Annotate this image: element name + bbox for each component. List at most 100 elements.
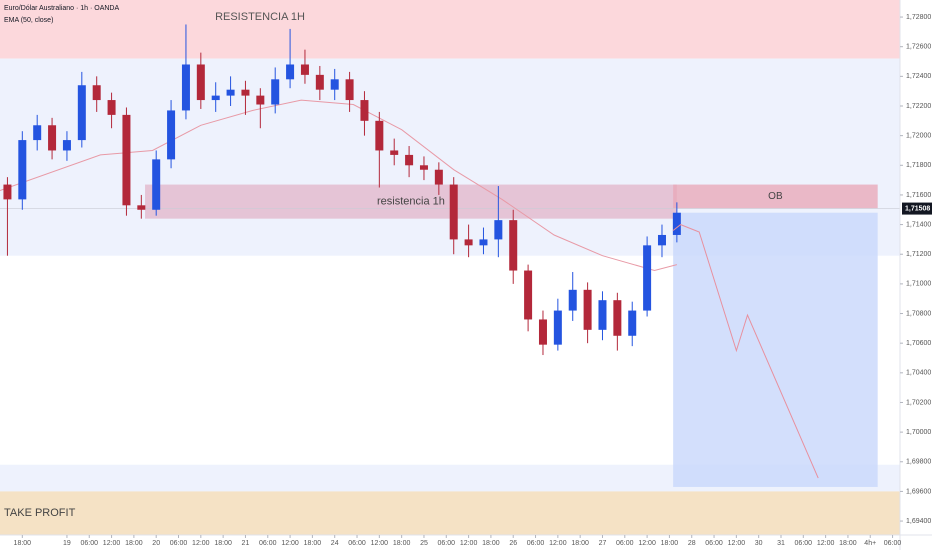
candle-body xyxy=(137,205,146,210)
x-tick-label: 06:00 xyxy=(616,540,634,547)
x-tick-label: 18:00 xyxy=(661,540,679,547)
zone xyxy=(0,0,900,59)
y-tick-label: 1,72600 xyxy=(906,44,931,51)
x-tick-label: 24 xyxy=(331,540,339,547)
x-tick-label: 26 xyxy=(509,540,517,547)
zone-label: RESISTENCIA 1H xyxy=(215,11,305,23)
zone xyxy=(673,212,878,487)
x-tick-label: 12:00 xyxy=(817,540,835,547)
x-tick-label: 18:00 xyxy=(304,540,322,547)
y-tick-label: 1,72200 xyxy=(906,103,931,110)
candle-body xyxy=(449,184,458,240)
y-tick-label: 1,70600 xyxy=(906,340,931,347)
candle-body xyxy=(390,150,399,155)
candle-body xyxy=(657,234,666,246)
x-tick-label: 25 xyxy=(420,540,428,547)
candle-body xyxy=(628,310,637,336)
x-tick-label: 06:00 xyxy=(259,540,277,547)
candle-body xyxy=(568,289,577,311)
candle-body xyxy=(152,159,161,210)
candle-body xyxy=(434,169,443,185)
x-tick-label: 06:00 xyxy=(795,540,813,547)
candle-body xyxy=(181,64,190,111)
x-tick-label: 18:00 xyxy=(214,540,232,547)
candle-body xyxy=(464,239,473,246)
x-tick-label: 06:00 xyxy=(348,540,366,547)
chart-title: Euro/Dólar Australiano · 1h · OANDA xyxy=(4,5,119,12)
x-tick-label: 06:00 xyxy=(438,540,456,547)
candle-body xyxy=(494,220,503,240)
zone-label: TAKE PROFIT xyxy=(4,507,76,519)
x-tick-label: 19 xyxy=(63,540,71,547)
y-tick-label: 1,71400 xyxy=(906,221,931,228)
last-price-label: 1,71508 xyxy=(905,205,930,212)
plot-area xyxy=(0,0,900,535)
projection-line xyxy=(672,224,819,479)
y-tick-label: 1,71000 xyxy=(906,281,931,288)
candle-body xyxy=(300,64,309,75)
candle-body xyxy=(18,140,27,200)
candle-body xyxy=(330,79,339,90)
x-tick-label: 12:00 xyxy=(371,540,389,547)
candle-body xyxy=(241,89,250,96)
candle-body xyxy=(598,300,607,330)
candle-body xyxy=(613,300,622,336)
x-tick-label: 06:00 xyxy=(884,540,902,547)
y-tick-label: 1,69600 xyxy=(906,488,931,495)
zone-label: OB xyxy=(768,191,783,202)
candle-body xyxy=(509,220,518,271)
y-tick-label: 1,70000 xyxy=(906,429,931,436)
candle-body xyxy=(315,74,324,90)
x-tick-label: 06:00 xyxy=(170,540,188,547)
y-tick-label: 1,72000 xyxy=(906,132,931,139)
y-tick-label: 1,72800 xyxy=(906,14,931,21)
candle-body xyxy=(107,100,116,115)
x-tick-label: 21 xyxy=(242,540,250,547)
candle-body xyxy=(643,245,652,311)
indicator-label: EMA (50, close) xyxy=(4,17,53,24)
y-tick-label: 1,71800 xyxy=(906,162,931,169)
candle-body xyxy=(122,114,131,206)
x-tick-label: 06:00 xyxy=(80,540,98,547)
candle-body xyxy=(3,184,12,200)
x-tick-label: 12:00 xyxy=(460,540,478,547)
x-tick-label: 12:00 xyxy=(192,540,210,547)
candle-body xyxy=(286,64,295,80)
candle-body xyxy=(77,85,86,141)
candle-body xyxy=(672,212,681,235)
candle-body xyxy=(48,125,57,151)
candle-body xyxy=(583,289,592,330)
candle-body xyxy=(360,100,369,121)
zone xyxy=(673,184,878,209)
x-tick-label: 12:00 xyxy=(638,540,656,547)
candle-body xyxy=(479,239,488,246)
candle-body xyxy=(345,79,354,101)
x-tick-label: 12:00 xyxy=(549,540,567,547)
candle-body xyxy=(167,110,176,160)
y-tick-label: 1,69400 xyxy=(906,518,931,525)
candle-body xyxy=(33,125,42,141)
x-tick-label: 18:00 xyxy=(125,540,143,547)
x-tick-label: 12:00 xyxy=(281,540,299,547)
x-tick-label: 4h+ xyxy=(864,540,876,547)
x-tick-label: 12:00 xyxy=(728,540,746,547)
y-tick-label: 1,70800 xyxy=(906,310,931,317)
candle-body xyxy=(375,120,384,151)
x-tick-label: 18:00 xyxy=(393,540,411,547)
y-tick-label: 1,72400 xyxy=(906,73,931,80)
candle-body xyxy=(271,79,280,105)
x-tick-label: 12:00 xyxy=(103,540,121,547)
y-tick-label: 1,70400 xyxy=(906,370,931,377)
y-tick-label: 1,71600 xyxy=(906,192,931,199)
candle-body xyxy=(256,95,265,105)
zone-label: resistencia 1h xyxy=(377,196,445,208)
x-tick-label: 18:00 xyxy=(482,540,500,547)
x-tick-label: 18:00 xyxy=(571,540,589,547)
candle-body xyxy=(62,140,71,151)
x-tick-label: 06:00 xyxy=(527,540,545,547)
x-tick-label: 31 xyxy=(777,540,785,547)
candle-body xyxy=(524,270,533,320)
x-tick-label: 27 xyxy=(599,540,607,547)
ema-line xyxy=(0,99,678,272)
